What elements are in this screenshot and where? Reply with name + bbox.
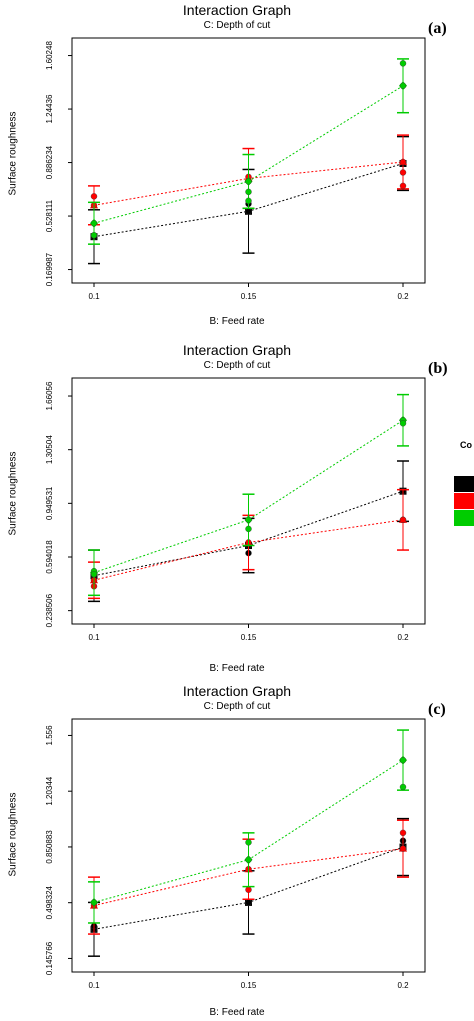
data-point [245,178,252,185]
data-point [245,208,252,215]
data-point [399,516,407,524]
y-tick-label: 1.24436 [45,94,54,123]
y-tick-label: 0.594018 [45,540,54,574]
y-tick-label: 1.66056 [45,381,54,410]
plot-area: 0.238506 0.594018 0.949531 1.30504 1.66056 0.… [45,377,426,642]
data-point [90,231,98,239]
y-tick-label: 0.528111 [45,199,54,232]
x-tick-label: 0.2 [397,633,409,642]
data-point [245,856,252,863]
data-point [399,845,407,852]
y-tick-label: 1.556 [45,725,54,746]
x-tick-label: 0.15 [241,633,257,642]
legend-swatch-red [454,493,474,509]
legend-title: Co [460,440,472,450]
data-point [399,82,407,90]
data-point [245,188,252,196]
data-point [399,182,407,190]
data-point [90,899,98,906]
panel-b: Interaction Graph C: Depth of cut (b) Su… [0,340,474,680]
y-tick-label: 0.886234 [45,145,54,179]
series-line [93,419,404,574]
y-tick-label: 0.498324 [45,885,54,919]
y-tick-label: 0.949531 [45,486,54,520]
data-point [245,516,252,524]
x-tick-label: 0.15 [241,981,257,990]
panel-tag: (a) [428,20,447,37]
x-tick-label: 0.1 [88,292,100,301]
series-line [93,848,404,907]
x-tick-label: 0.2 [397,981,409,990]
data-point [399,420,407,427]
x-tick-label: 0.15 [241,292,257,301]
data-point [399,158,407,166]
y-tick-label: 0.238506 [45,593,54,627]
data-point [399,829,407,837]
data-point [245,899,252,906]
panel-tag: (b) [428,360,448,377]
x-axis-label: B: Feed rate [209,316,265,327]
data-point [399,169,407,176]
data-point [90,193,98,200]
y-tick-label: 1.20344 [45,776,54,805]
data-point [245,886,252,893]
data-point [245,525,252,533]
panel-c: Interaction Graph C: Depth of cut (c) Su… [0,681,474,1021]
chart-subtitle: C: Depth of cut [203,701,271,712]
series-line [93,519,404,581]
chart-title: Interaction Graph [182,342,292,358]
data-point [245,197,252,205]
y-tick-label: 1.60248 [45,41,54,70]
chart-subtitle: C: Depth of cut [203,20,271,31]
data-point [90,570,98,578]
y-tick-label: 0.850883 [45,830,54,864]
y-tick-label: 1.30504 [45,435,54,464]
legend-swatch-green [454,510,474,526]
chart-title: Interaction Graph [182,2,292,18]
legend-swatch-black [454,476,474,492]
data-point [399,783,407,791]
x-tick-label: 0.2 [397,292,409,301]
x-axis-label: B: Feed rate [209,1007,265,1018]
y-tick-label: 0.145766 [45,941,54,975]
y-tick-label: 0.169987 [45,252,54,286]
data-point [245,839,252,846]
data-point [399,60,407,67]
chart-subtitle: C: Depth of cut [203,360,271,371]
x-tick-label: 0.1 [88,633,100,642]
plot-area: 0.145766 0.498324 0.850883 1.20344 1.556 0.1 0… [45,718,426,990]
data-point [399,756,407,764]
plot-area: 0.169987 0.528111 0.886234 1.24436 1.60248 0.… [45,37,426,301]
panel-tag: (c) [428,701,446,718]
chart-title: Interaction Graph [182,683,292,699]
data-point [90,220,98,227]
panel-a: Interaction Graph C: Depth of cut (a) Su… [0,0,474,340]
x-tick-label: 0.1 [88,981,100,990]
x-axis-label: B: Feed rate [209,663,265,674]
